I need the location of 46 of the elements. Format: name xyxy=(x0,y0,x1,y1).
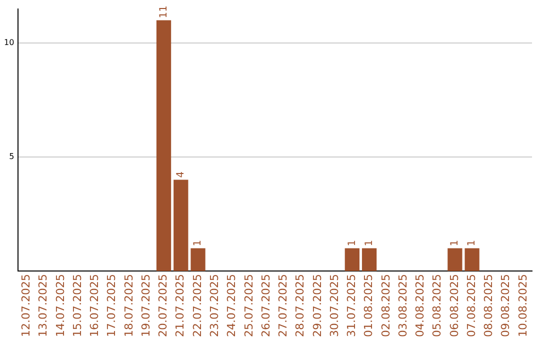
bar xyxy=(190,248,206,272)
x-tick-label: 12.07.2025 xyxy=(20,274,33,338)
bar xyxy=(362,248,377,272)
x-tick-label: 05.08.2025 xyxy=(430,274,444,338)
x-tick-label: 18.07.2025 xyxy=(122,274,136,338)
x-tick-label: 23.07.2025 xyxy=(208,274,222,338)
x-tick-label: 19.07.2025 xyxy=(139,274,152,338)
x-tick-label: 25.07.2025 xyxy=(242,274,256,338)
data-label: 11 xyxy=(158,5,170,18)
x-tick-label: 10.08.2025 xyxy=(516,274,530,338)
bar xyxy=(174,180,188,272)
x-tick-label: 24.07.2025 xyxy=(225,274,238,338)
x-tick-label: 06.08.2025 xyxy=(448,274,461,338)
x-tick-label: 14.07.2025 xyxy=(54,274,67,338)
data-label: 4 xyxy=(175,171,186,178)
x-tick-label: 04.08.2025 xyxy=(414,274,427,338)
bar xyxy=(464,248,480,272)
data-label: 1 xyxy=(450,240,461,246)
x-tick-label: 17.07.2025 xyxy=(105,274,118,338)
x-tick-label: 30.07.2025 xyxy=(328,274,341,338)
x-tick-label: 31.07.2025 xyxy=(345,274,358,338)
x-tick-label: 01.08.2025 xyxy=(362,274,376,338)
bar xyxy=(344,248,360,272)
x-tick-label: 27.07.2025 xyxy=(276,274,290,338)
y-tick-label: 5 xyxy=(9,152,14,162)
data-label: 1 xyxy=(466,240,478,246)
data-label: 1 xyxy=(192,240,204,246)
bar xyxy=(448,248,462,272)
x-tick-label: 21.07.2025 xyxy=(174,274,187,338)
x-tick-label: 22.07.2025 xyxy=(190,274,204,338)
x-tick-label: 26.07.2025 xyxy=(259,274,272,338)
x-tick-label: 15.07.2025 xyxy=(70,274,84,338)
x-tick-label: 08.08.2025 xyxy=(482,274,496,338)
x-tick-label: 07.08.2025 xyxy=(464,274,478,338)
data-label: 1 xyxy=(346,240,358,246)
x-tick-label: 13.07.2025 xyxy=(36,274,50,338)
y-tick-label: 10 xyxy=(4,38,14,48)
x-tick-label: 03.08.2025 xyxy=(396,274,410,338)
data-label: 1 xyxy=(364,240,375,246)
x-tick-label: 20.07.2025 xyxy=(156,274,170,338)
x-tick-label: 09.08.2025 xyxy=(499,274,512,338)
x-tick-label: 16.07.2025 xyxy=(88,274,102,338)
bar xyxy=(156,20,172,272)
x-tick-label: 29.07.2025 xyxy=(310,274,324,338)
x-tick-label: 02.08.2025 xyxy=(379,274,392,338)
x-tick-label: 28.07.2025 xyxy=(294,274,307,338)
